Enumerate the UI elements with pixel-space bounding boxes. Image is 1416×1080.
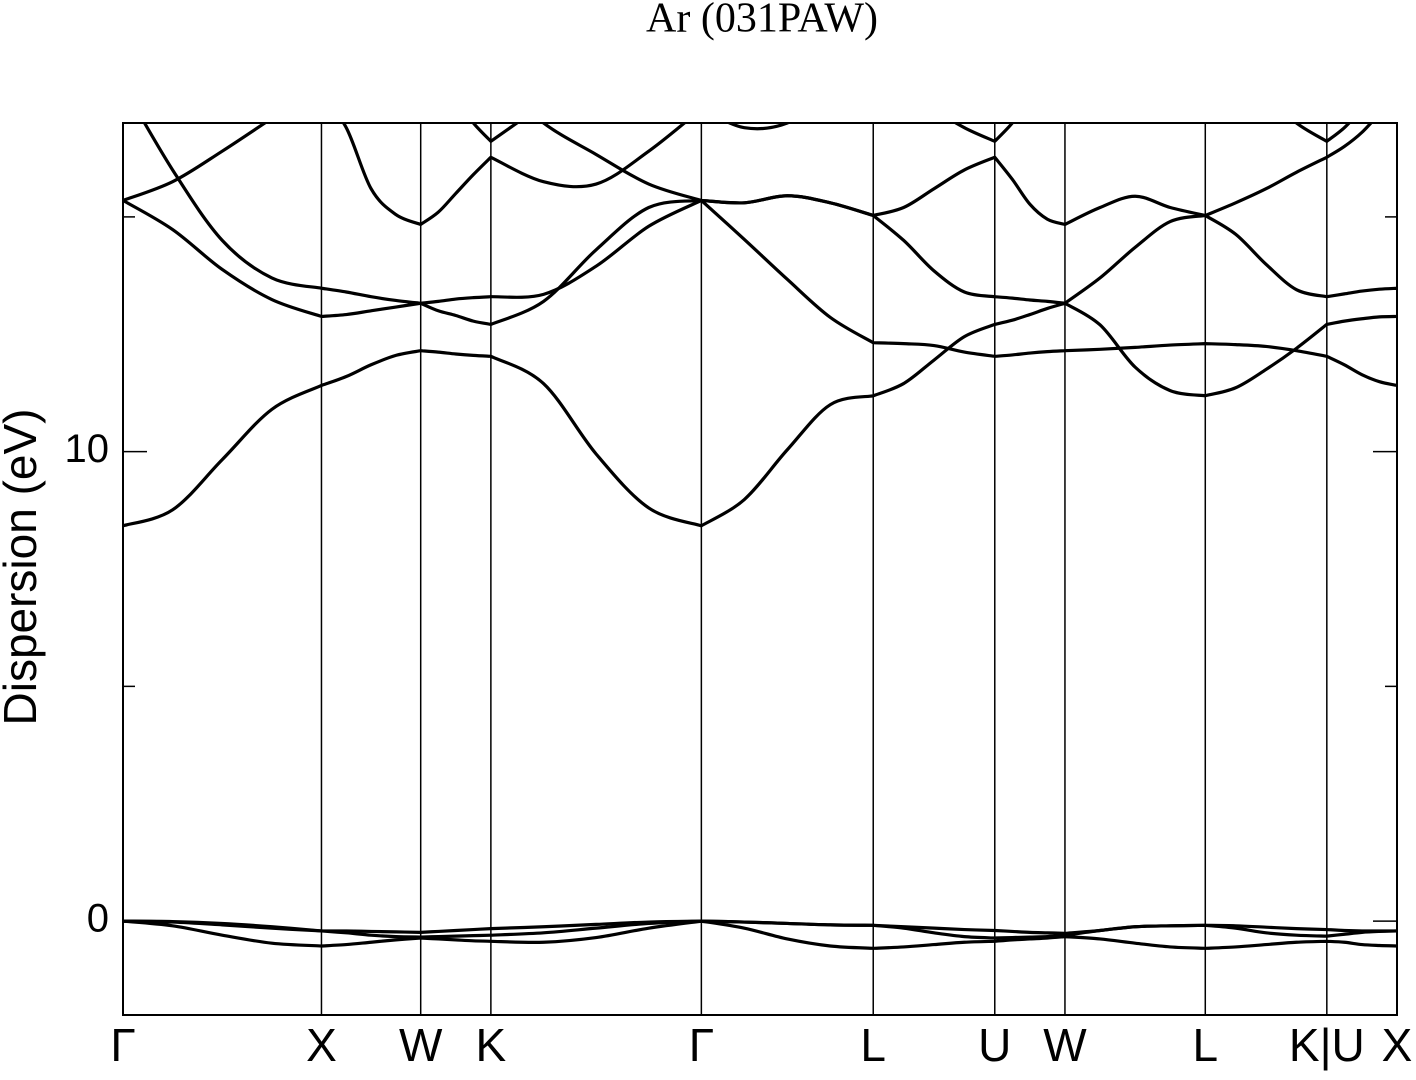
band-line — [540, 123, 1374, 227]
x-tick-label: Γ — [689, 1019, 714, 1071]
y-tick-label: 10 — [65, 427, 110, 471]
x-tick-label: K|U — [1289, 1019, 1365, 1071]
x-tick-label: L — [1192, 1019, 1218, 1071]
y-tick-label: 0 — [87, 897, 109, 941]
x-tick-label: W — [399, 1019, 443, 1071]
band-line — [123, 123, 520, 202]
x-tick-label: U — [978, 1019, 1011, 1071]
y-axis-label: Dispersion (eV) — [0, 409, 46, 726]
chart-title: Ar (031PAW) — [646, 0, 878, 42]
x-tick-label: W — [1043, 1019, 1087, 1071]
x-tick-label: X — [306, 1019, 337, 1071]
band-line — [341, 123, 1352, 227]
x-tick-label: K — [476, 1019, 507, 1071]
x-tick-label: L — [860, 1019, 886, 1071]
band-line — [123, 301, 1397, 528]
x-tick-label: X — [1382, 1019, 1413, 1071]
x-tick-label: Γ — [110, 1019, 135, 1071]
